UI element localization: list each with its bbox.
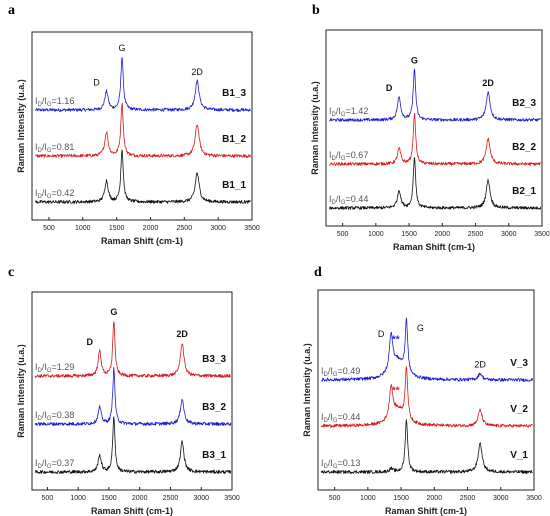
- peak-label-2D: 2D: [474, 360, 486, 370]
- peak-label-D: D: [378, 329, 385, 339]
- trace-B1_2: [35, 102, 251, 158]
- sample-label-B2_3: B2_3: [512, 98, 536, 109]
- x-tick-label: 3000: [501, 231, 517, 238]
- x-tick-label: 1500: [109, 225, 125, 232]
- ratio-label-B2_1: ID/IG=0.44: [329, 194, 368, 206]
- sample-label-B2_2: B2_2: [512, 142, 536, 153]
- panel-d: d 500 1000 1500 2000 2500 3000 3500 Raman Shift …: [302, 265, 542, 516]
- trace-B3_1: [34, 416, 232, 474]
- ratio-label-B1_2: ID/IG=0.81: [35, 142, 74, 154]
- panel-letter-d: d: [314, 265, 322, 280]
- x-tick-label: 500: [337, 231, 349, 238]
- sample-label-V_2: V_2: [510, 404, 528, 415]
- ratio-label-B1_1: ID/IG=0.42: [35, 188, 74, 200]
- x-tick-label: 3000: [493, 495, 509, 502]
- x-tick-label: 1000: [75, 225, 91, 232]
- x-tick-label: 3500: [534, 231, 550, 238]
- x-tick-label: 3000: [193, 495, 209, 502]
- x-tick-label: 1500: [101, 495, 117, 502]
- ratio-label-V_1: ID/IG=0.13: [321, 458, 360, 470]
- plot-frame: [31, 31, 253, 221]
- ratio-label-B2_2: ID/IG=0.67: [329, 150, 368, 162]
- x-tick-label: 2000: [427, 495, 443, 502]
- trace-B3_2: [34, 367, 232, 426]
- ratio-label-V_3: ID/IG=0.49: [321, 366, 360, 378]
- sample-label-V_3: V_3: [510, 358, 528, 369]
- x-axis-title: Raman Shift (cm-1): [385, 506, 467, 516]
- x-tick-label: 3500: [526, 495, 542, 502]
- peak-label-D: D: [86, 337, 93, 347]
- star-marker: **: [392, 385, 400, 396]
- x-tick-label: 3500: [224, 495, 240, 502]
- x-tick-label: 2500: [468, 231, 484, 238]
- y-axis-title: Raman Intensity (u.a.): [16, 344, 26, 438]
- plot-frame: [325, 29, 543, 227]
- x-axis-title: Raman Shift (cm-1): [101, 236, 183, 246]
- x-tick-label: 2500: [163, 495, 179, 502]
- panel-letter-c: c: [8, 265, 14, 280]
- peak-label-2D: 2D: [176, 329, 188, 339]
- ratio-label-B3_2: ID/IG=0.38: [35, 410, 74, 422]
- plot-frame: [31, 291, 233, 491]
- x-tick-label: 1000: [360, 495, 376, 502]
- ratio-label-V_2: ID/IG=0.44: [321, 412, 360, 424]
- panel-b: b 500 1000 1500 2000 2500 3000 3500 Raman Shift …: [310, 3, 550, 252]
- trace-B3_3: [34, 321, 232, 378]
- y-axis-title: Raman Intensity (u.a.): [310, 81, 320, 175]
- x-axis-title: Raman Shift (cm-1): [91, 506, 173, 516]
- trace-V_2: [320, 366, 534, 428]
- trace-B2_3: [328, 68, 542, 122]
- peak-label-G: G: [411, 55, 418, 65]
- x-axis-title: Raman Shift (cm-1): [393, 242, 475, 252]
- trace-B2_2: [329, 112, 542, 166]
- trace-B1_3: [35, 57, 251, 112]
- x-tick-label: 2000: [143, 225, 159, 232]
- y-axis-title: Raman Intensity (u.a.): [16, 79, 26, 173]
- trace-V_3: [321, 317, 534, 382]
- x-tick-label: 1500: [393, 495, 409, 502]
- peak-label-G: G: [417, 323, 424, 333]
- peak-label-2D: 2D: [482, 78, 494, 88]
- x-tick-label: 1500: [401, 231, 417, 238]
- peak-label-D: D: [386, 83, 393, 93]
- plot-frame: [317, 289, 535, 491]
- sample-label-B1_3: B1_3: [222, 88, 246, 99]
- trace-B2_1: [328, 157, 542, 210]
- sample-label-B1_2: B1_2: [222, 134, 246, 145]
- panel-c: c 500 1000 1500 2000 2500 3000 3500 Raman Shift …: [8, 265, 240, 516]
- x-tick-label: 2500: [460, 495, 476, 502]
- x-tick-label: 500: [329, 495, 341, 502]
- x-tick-label: 3500: [244, 225, 260, 232]
- trace-B1_1: [35, 149, 251, 204]
- peak-label-G: G: [119, 43, 126, 53]
- x-tick-label: 3000: [210, 225, 226, 232]
- x-tick-label: 500: [42, 495, 54, 502]
- x-tick-label: 1000: [70, 495, 86, 502]
- panel-letter-b: b: [312, 3, 320, 18]
- sample-label-B1_1: B1_1: [222, 180, 246, 191]
- x-tick-label: 2500: [177, 225, 193, 232]
- panel-a: a 500 1000 1500 2000 2500 3000 3500 Raman Shift …: [8, 3, 260, 246]
- ratio-label-B2_3: ID/IG=1.42: [329, 106, 368, 118]
- peak-label-G: G: [110, 307, 117, 317]
- x-tick-label: 1000: [368, 231, 384, 238]
- peak-label-D: D: [93, 77, 100, 87]
- ratio-label-B1_3: ID/IG=1.16: [35, 96, 74, 108]
- y-axis-title: Raman Intensity (u.a.): [302, 343, 312, 437]
- panel-letter-a: a: [8, 3, 15, 18]
- sample-label-B3_2: B3_2: [202, 402, 226, 413]
- ratio-label-B3_1: ID/IG=0.37: [35, 458, 74, 470]
- star-marker: **: [392, 335, 400, 346]
- x-tick-label: 500: [43, 225, 55, 232]
- x-tick-label: 2000: [435, 231, 451, 238]
- peak-label-2D: 2D: [191, 67, 203, 77]
- sample-label-B3_1: B3_1: [202, 450, 226, 461]
- x-tick-label: 2000: [132, 495, 148, 502]
- sample-label-B2_1: B2_1: [512, 186, 536, 197]
- sample-label-V_1: V_1: [510, 450, 528, 461]
- ratio-label-B3_3: ID/IG=1.29: [35, 362, 74, 374]
- trace-V_1: [320, 419, 533, 474]
- sample-label-B3_3: B3_3: [202, 354, 226, 365]
